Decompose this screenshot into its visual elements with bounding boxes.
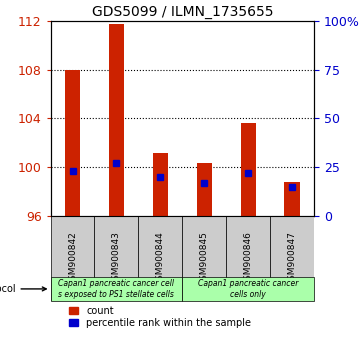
Legend: count, percentile rank within the sample: count, percentile rank within the sample (69, 306, 251, 328)
Text: GSM900842: GSM900842 (68, 231, 77, 286)
Text: GSM900844: GSM900844 (156, 231, 165, 286)
FancyBboxPatch shape (95, 216, 138, 301)
Text: GSM900843: GSM900843 (112, 231, 121, 286)
Text: GSM900846: GSM900846 (244, 231, 253, 286)
Text: GSM900845: GSM900845 (200, 231, 209, 286)
Text: GSM900847: GSM900847 (288, 231, 297, 286)
FancyBboxPatch shape (138, 216, 182, 301)
Bar (153, 153, 168, 216)
Bar (197, 164, 212, 216)
FancyBboxPatch shape (51, 216, 95, 301)
FancyBboxPatch shape (182, 216, 226, 301)
Title: GDS5099 / ILMN_1735655: GDS5099 / ILMN_1735655 (92, 5, 273, 19)
Bar (240, 123, 256, 216)
Bar (284, 182, 300, 216)
FancyBboxPatch shape (226, 216, 270, 301)
Text: Capan1 pancreatic cancer
cells only: Capan1 pancreatic cancer cells only (198, 279, 299, 299)
Bar (109, 24, 124, 216)
FancyBboxPatch shape (182, 277, 314, 301)
Bar (65, 70, 80, 216)
Text: protocol: protocol (0, 284, 46, 294)
Text: Capan1 pancreatic cancer cell
s exposed to PS1 stellate cells: Capan1 pancreatic cancer cell s exposed … (58, 279, 174, 299)
FancyBboxPatch shape (270, 216, 314, 301)
FancyBboxPatch shape (51, 277, 182, 301)
